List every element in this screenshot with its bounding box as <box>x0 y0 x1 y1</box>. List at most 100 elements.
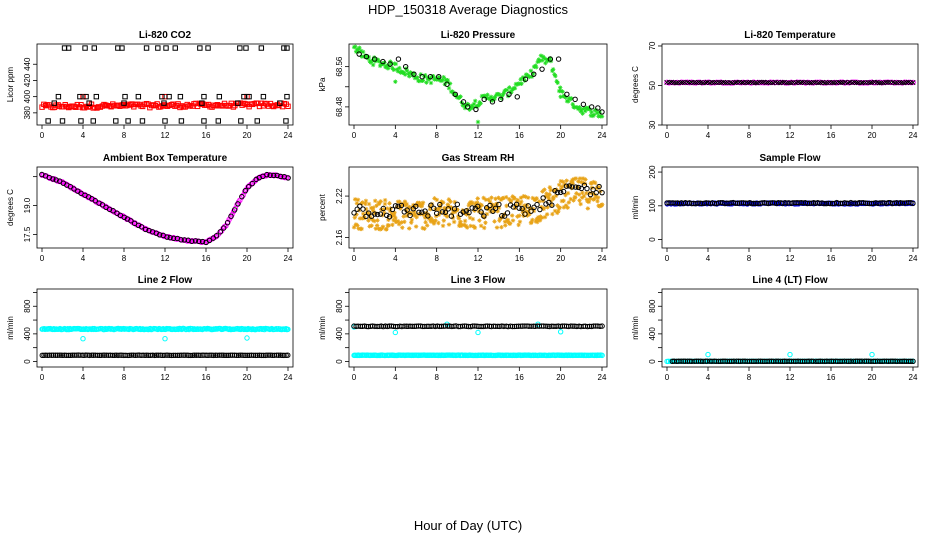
data-point <box>464 104 471 110</box>
data-point <box>711 79 717 85</box>
data-point <box>392 203 399 209</box>
data-point <box>487 199 493 205</box>
data-point <box>582 108 588 114</box>
data-point <box>501 91 506 96</box>
data-point <box>579 107 584 112</box>
data-point <box>403 323 410 329</box>
data-point <box>281 352 287 359</box>
data-point <box>271 172 277 179</box>
x-tick-label: 16 <box>515 131 524 140</box>
data-point <box>551 196 556 201</box>
data-point <box>595 195 601 200</box>
data-point <box>543 201 549 207</box>
data-point <box>196 238 202 245</box>
data-point <box>384 212 390 219</box>
data-point <box>487 206 492 211</box>
data-point <box>424 80 429 85</box>
data-point <box>556 182 562 188</box>
data-point <box>534 196 539 201</box>
data-point <box>195 352 201 358</box>
x-tick-label: 16 <box>515 373 524 382</box>
plot-frame <box>36 43 294 126</box>
chart-panel: Ambient Box Temperature degrees C 17.5 19.0… <box>6 153 294 263</box>
chart-title: Line 2 Flow <box>138 275 193 286</box>
data-point <box>743 79 749 85</box>
x-tick-label: 16 <box>827 131 836 140</box>
y-tick-label: 50 <box>648 80 657 89</box>
data-point <box>428 202 434 208</box>
data-point <box>55 93 62 100</box>
data-point <box>283 118 289 124</box>
data-point <box>409 220 414 225</box>
data-point <box>285 103 291 110</box>
data-point <box>478 209 484 215</box>
x-tick-label: 0 <box>352 254 357 263</box>
data-point <box>553 193 559 198</box>
y-tick-label: 400 <box>23 327 32 341</box>
data-point <box>43 352 49 358</box>
data-point <box>471 101 477 107</box>
data-point <box>357 203 363 209</box>
data-point <box>504 203 509 209</box>
data-point <box>56 352 63 358</box>
data-point <box>552 188 557 193</box>
data-point <box>575 184 582 191</box>
data-point <box>548 198 554 204</box>
data-point <box>585 206 591 211</box>
data-layer <box>664 79 916 86</box>
data-point <box>234 201 240 208</box>
data-point <box>218 352 225 358</box>
data-point <box>723 80 729 86</box>
data-point <box>588 196 593 201</box>
data-point <box>470 216 476 222</box>
data-point <box>122 93 128 100</box>
x-tick-label: 4 <box>81 131 86 140</box>
data-point <box>404 201 409 207</box>
data-point <box>174 352 181 359</box>
data-point <box>285 175 291 181</box>
data-point <box>231 207 238 213</box>
x-tick-label: 12 <box>786 373 795 382</box>
data-point <box>407 74 412 79</box>
data-point <box>384 63 390 68</box>
data-point <box>481 96 487 103</box>
data-point <box>456 216 462 221</box>
y-axis-label: ml/min <box>631 316 640 340</box>
data-point <box>507 221 513 226</box>
x-tick-label: 16 <box>827 254 836 263</box>
data-point <box>496 201 502 208</box>
data-point <box>444 81 450 87</box>
data-point <box>380 205 387 212</box>
data-point <box>543 60 548 66</box>
data-point <box>578 109 583 114</box>
data-point <box>473 106 479 113</box>
data-point <box>560 184 565 189</box>
data-point <box>522 78 527 83</box>
x-tick-label: 16 <box>202 131 211 140</box>
data-point <box>589 180 594 186</box>
data-point <box>266 352 272 358</box>
x-tick-label: 0 <box>352 131 357 140</box>
data-point <box>391 67 396 73</box>
data-point <box>570 101 575 107</box>
data-point <box>431 74 436 79</box>
x-tick-label: 8 <box>122 254 127 263</box>
data-point <box>387 208 393 214</box>
x-tick-label: 24 <box>284 254 293 263</box>
data-point <box>456 214 461 219</box>
data-point <box>600 202 605 207</box>
data-point <box>372 211 378 217</box>
data-point <box>513 203 519 208</box>
data-point <box>427 207 433 212</box>
data-point <box>246 93 252 100</box>
data-point <box>419 204 424 209</box>
data-point <box>430 218 436 223</box>
data-point <box>464 225 470 230</box>
data-point <box>171 235 177 242</box>
data-point <box>371 56 378 62</box>
data-point <box>528 68 534 74</box>
data-point <box>596 183 602 190</box>
x-tick-label: 20 <box>243 373 252 382</box>
data-point <box>260 93 267 100</box>
data-point <box>419 209 425 215</box>
